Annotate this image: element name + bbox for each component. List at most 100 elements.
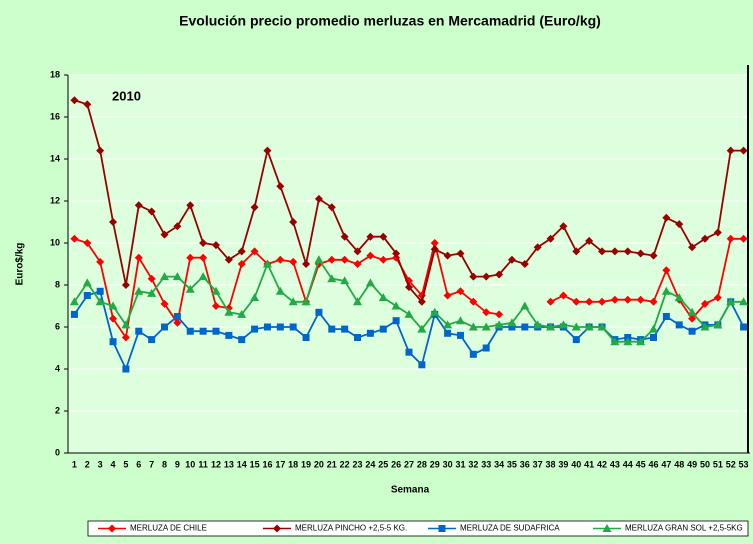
marker [96,287,104,295]
marker [623,295,632,304]
x-tick-label: 31 [455,459,465,469]
marker [211,286,221,295]
marker [185,284,195,293]
marker [379,232,388,241]
marker [610,337,620,346]
marker [70,310,78,318]
plot-area [68,75,750,453]
marker [688,314,697,323]
marker [301,297,311,306]
marker [160,272,170,281]
x-tick-label: 4 [111,459,116,469]
marker [83,100,92,109]
marker [237,309,247,318]
marker [96,146,105,155]
marker [688,327,696,335]
legend-label: MERLUZA DE SUDAFRICA [460,524,560,533]
x-tick-label: 53 [739,459,749,469]
x-tick-label: 38 [546,459,556,469]
marker [636,337,646,346]
legend-label: MERLUZA DE CHILE [130,524,207,533]
marker [161,323,169,331]
marker [623,337,633,346]
marker [250,247,259,256]
x-tick-label: 9 [175,459,180,469]
marker [276,323,284,331]
marker [585,297,594,306]
y-tick-label: 12 [50,195,60,205]
marker [405,283,413,292]
x-axis-label: Semana [391,485,430,496]
x-tick-label: 25 [378,459,388,469]
marker [572,297,581,306]
marker [314,194,323,203]
x-tick-label: 42 [597,459,607,469]
marker [70,96,79,105]
marker [366,232,375,241]
marker [70,234,79,243]
y-tick-label: 2 [55,405,60,415]
marker [418,361,426,369]
marker [430,245,439,254]
marker [354,334,362,341]
marker [417,324,427,333]
x-tick-label: 12 [211,459,221,469]
marker [713,228,722,237]
x-tick-label: 8 [162,459,167,469]
legend-label: MERLUZA GRAN SOL +2,5-5KG [625,524,743,533]
marker [288,297,298,306]
marker [636,249,645,258]
marker [147,207,156,216]
x-tick-label: 50 [700,459,710,469]
x-tick-label: 5 [123,459,128,469]
marker [366,329,374,337]
series [69,255,749,346]
marker [443,320,453,329]
marker [740,323,748,331]
marker [443,251,452,260]
marker [713,293,722,302]
x-tick-label: 16 [262,459,272,469]
x-tick-label: 14 [237,459,247,469]
marker [250,203,259,212]
marker [198,272,208,281]
x-tick-label: 35 [507,459,517,469]
marker [417,297,426,306]
x-tick-label: 29 [430,459,440,469]
marker [160,299,169,308]
marker [598,247,607,256]
marker [83,292,91,299]
marker [289,323,297,331]
x-tick-label: 23 [353,459,363,469]
marker [199,239,208,247]
marker [546,297,555,306]
series [70,96,748,306]
marker [122,365,130,373]
marker [700,299,709,308]
marker [238,336,246,344]
marker [456,249,465,258]
marker [275,286,285,295]
x-tick-label: 43 [610,459,620,469]
marker [675,220,684,229]
marker [482,308,491,317]
marker [649,297,658,306]
marker [186,253,195,262]
x-tick-label: 37 [533,459,543,469]
marker [147,274,156,283]
marker [649,251,658,260]
marker [456,331,464,339]
series [70,234,748,342]
marker [211,241,220,250]
marker [469,350,477,358]
x-tick-label: 34 [494,459,504,469]
marker [662,213,671,222]
marker [82,278,92,287]
marker [353,247,362,256]
marker [250,293,260,302]
marker [391,301,401,310]
marker [455,316,465,325]
x-tick-label: 21 [327,459,337,469]
marker [495,310,504,319]
